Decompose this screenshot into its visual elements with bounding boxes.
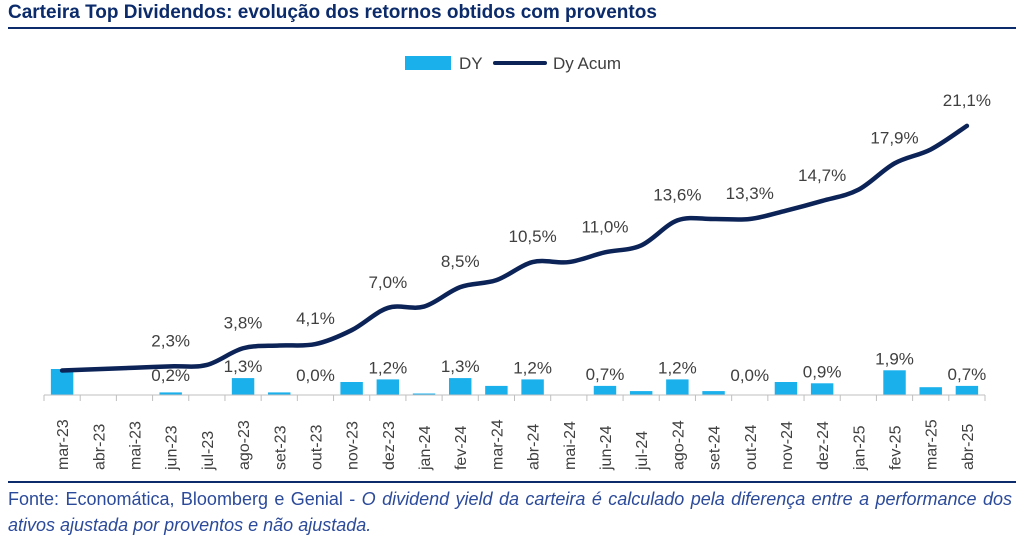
label-dy-acum-abr-24: 10,5% [508, 227, 556, 246]
legend-label-dy-acum: Dy Acum [553, 54, 621, 73]
label-dy-out-24: 0,0% [730, 366, 769, 385]
bar-dez-23 [376, 379, 400, 395]
bar-jul-24 [629, 391, 653, 395]
label-dy-abr-25: 0,7% [948, 365, 987, 384]
legend-label-dy: DY [459, 54, 483, 73]
bar-fev-25 [883, 370, 906, 395]
x-tick-label-out-23: out-23 [308, 425, 325, 470]
label-dy-acum-ago-24: 13,6% [653, 185, 701, 204]
data-labels: 2,3% 3,8% 4,1% 7,0% 8,5% 10,5% 11,0% 13,6% 13,3%… [151, 91, 991, 385]
x-tick-label-dez-24: dez-24 [815, 421, 832, 470]
x-tick-label-mai-23: mai-23 [127, 421, 144, 470]
chart: DY Dy Acum 2,3% 3,8% 4,1% 7,0% 8,5% 10,5% 11,0%… [43, 54, 991, 471]
label-dy-acum-abr-25: 21,1% [943, 91, 991, 110]
x-tick-label-jul-24: jul-24 [634, 431, 651, 471]
title-divider [8, 27, 1016, 29]
label-dy-dez-24: 0,9% [803, 362, 842, 381]
label-dy-acum-jun-24: 11,0% [582, 217, 629, 236]
label-dy-acum-out-24: 13,3% [726, 184, 774, 203]
bar-mar-23 [50, 369, 74, 395]
x-tick-label-abr-24: abr-24 [526, 424, 543, 470]
bar-dez-24 [810, 383, 834, 395]
label-dy-fev-24: 1,3% [441, 357, 480, 376]
footer-source: Fonte: Economática, Bloomberg e Genial - [8, 489, 362, 509]
label-dy-abr-24: 1,2% [513, 358, 552, 377]
bar-jun-23 [159, 392, 182, 395]
x-tick-label-mar-23: mar-23 [55, 419, 72, 470]
x-tick-label-mar-25: mar-25 [924, 419, 941, 470]
bar-set-23 [268, 392, 291, 395]
x-tick-label-jul-23: jul-23 [200, 431, 217, 471]
line-dy-acum [59, 123, 970, 373]
label-dy-acum-fev-25: 17,9% [870, 128, 918, 147]
bar-mar-25 [919, 387, 942, 395]
bar-jun-24 [593, 385, 617, 395]
x-tick-label-set-23: set-23 [272, 425, 289, 470]
x-axis: mar-23 abr-23 mai-23 jun-23 jul-23 ago-23 set-… [43, 394, 986, 471]
x-tick-label-jun-24: jun-24 [598, 425, 615, 471]
x-tick-label-ago-23: ago-23 [236, 420, 253, 470]
footer: Fonte: Economática, Bloomberg e Genial -… [8, 486, 1012, 538]
legend-swatch-dy [405, 56, 451, 70]
x-tick-label-jun-23: jun-23 [164, 425, 181, 471]
label-dy-acum-ago-23: 3,8% [224, 313, 263, 332]
x-tick-label-jan-24: jan-24 [417, 425, 434, 471]
label-dy-out-23: 0,0% [296, 366, 335, 385]
label-dy-jun-23: 0,2% [151, 366, 190, 385]
chart-title: Carteira Top Dividendos: evolução dos re… [8, 2, 657, 23]
label-dy-acum-out-23: 4,1% [296, 309, 335, 328]
x-tick-label-nov-24: nov-24 [779, 421, 796, 470]
label-dy-dez-23: 1,2% [368, 358, 407, 377]
label-dy-jun-24: 0,7% [586, 365, 625, 384]
bar-fev-24 [448, 378, 472, 395]
label-dy-ago-24: 1,2% [658, 358, 697, 377]
x-tick-label-ago-24: ago-24 [670, 420, 687, 470]
bar-nov-23 [340, 382, 363, 395]
label-dy-fev-25: 1,9% [875, 349, 914, 368]
x-tick-label-jan-25: jan-25 [851, 425, 868, 471]
label-dy-acum-dez-23: 7,0% [368, 273, 407, 292]
bar-abr-25 [955, 385, 979, 395]
x-tick-label-mai-24: mai-24 [562, 421, 579, 470]
x-tick-label-mar-24: mar-24 [489, 419, 506, 470]
x-tick-label-abr-25: abr-25 [960, 424, 977, 470]
bar-jan-24 [412, 393, 436, 395]
bar-abr-24 [521, 379, 544, 395]
label-dy-acum-jun-23: 2,3% [151, 331, 190, 350]
x-tick-label-fev-24: fev-24 [453, 425, 470, 470]
label-dy-ago-23: 1,3% [224, 357, 263, 376]
bars [50, 369, 979, 395]
bar-mar-24 [485, 385, 508, 395]
x-tick-label-out-24: out-24 [743, 425, 760, 470]
x-tick-label-fev-25: fev-25 [888, 425, 905, 470]
line-series [59, 123, 970, 373]
label-dy-acum-fev-24: 8,5% [441, 252, 480, 271]
bar-ago-23 [231, 378, 255, 395]
x-tick-label-nov-23: nov-23 [345, 421, 362, 470]
x-tick-label-dez-23: dez-23 [381, 421, 398, 470]
footer-divider [8, 481, 1016, 483]
bar-nov-24 [774, 382, 798, 395]
footer-note: O dividend yield da carteira é calculado… [8, 489, 1012, 535]
bar-set-24 [702, 391, 725, 395]
label-dy-acum-dez-24: 14,7% [798, 166, 846, 185]
legend: DY Dy Acum [405, 54, 621, 73]
x-tick-label-set-24: set-24 [707, 425, 724, 470]
x-tick-label-abr-23: abr-23 [91, 424, 108, 470]
bar-ago-24 [666, 379, 689, 395]
